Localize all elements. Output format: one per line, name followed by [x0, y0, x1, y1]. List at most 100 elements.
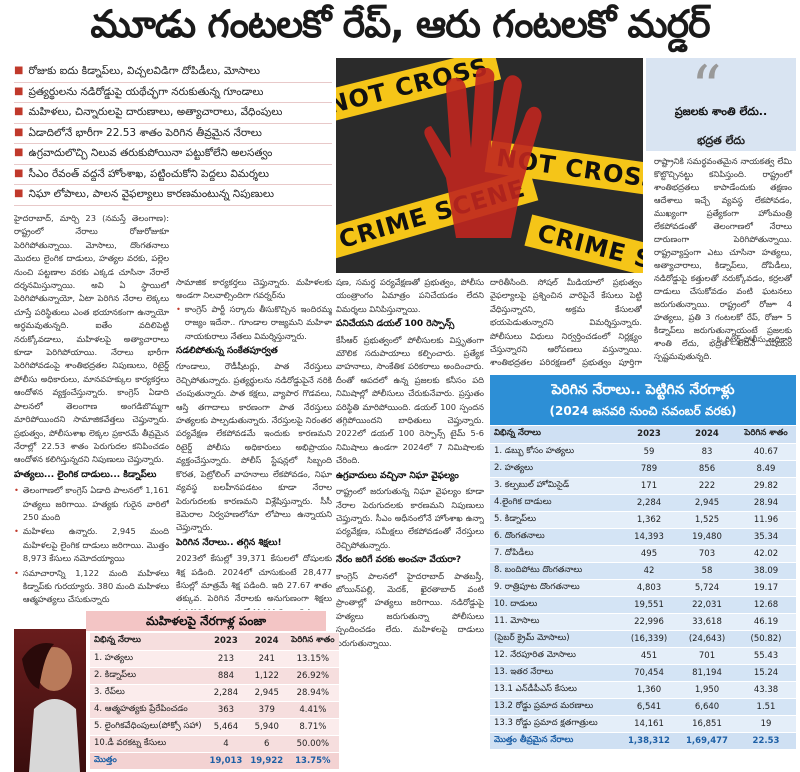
key-point-text: సీఎం రేవంత్ వద్దనే హోంశాఖ, పట్టించుకోని …: [28, 167, 270, 180]
table-cell: 11. మోసాలు: [490, 613, 620, 631]
crime-table-banner: పెరిగిన నేరాలు.. పెట్టిగిన నేరగాళ్లు (20…: [490, 375, 796, 425]
table-cell: 33,618: [678, 613, 736, 631]
table-row: 3. రేప్‌లు 2,284 2,945 28.94%: [90, 684, 339, 702]
table-cell: 1. హత్యలు: [90, 650, 206, 668]
table-cell: 2024: [678, 426, 736, 444]
bullet-icon: ■: [14, 126, 24, 138]
table-cell: 8. బందిపోటు దొంగతనాలు: [490, 562, 620, 580]
table-row: 8. బందిపోటు దొంగతనాలు 42 58 38.09: [490, 562, 796, 580]
table-cell: 19,013: [205, 752, 247, 770]
list-item-text: ప్రభుత్వ గణాంకాల ప్రకారమే మూడు గంటలకో రే…: [23, 608, 169, 610]
table-cell: 2023: [620, 426, 678, 444]
crime-table-subtitle: (2024 జనవరి నుంచి నవంబర్ వరకు): [549, 404, 737, 418]
table-cell: 42: [620, 562, 678, 580]
table-cell: 2. కిడ్నాప్‌లు: [90, 667, 206, 685]
table-cell: 8.71%: [287, 718, 339, 736]
table-row: 4.లైంగిక దాడులు 2,284 2,945 28.94: [490, 494, 796, 512]
article-column-4: దారితీసింది. సోషల్ మీడియాలో ప్రభుత్వం వై…: [490, 276, 642, 371]
table-cell: 42.02: [736, 545, 796, 563]
bloody-hand-icon: [424, 68, 542, 238]
table-cell: 81,194: [678, 664, 736, 682]
table-row: 3. కల్పబుల్ హోమిసైడ్ 171 222 29.82: [490, 477, 796, 495]
table-row: 10.డీ వరకట్న కేసులు 4 6 50.00%: [90, 735, 339, 753]
women-table-title: మహిళలపై నేరగాళ్ల పంజా: [86, 611, 326, 631]
article-subhead: పనిచేయని డయల్ 100 రెస్పాన్స్: [336, 319, 455, 330]
table-cell: 451: [620, 647, 678, 665]
table-cell: 6,640: [678, 698, 736, 716]
table-cell: 10. దాడులు: [490, 596, 620, 614]
table-cell: 22,996: [620, 613, 678, 631]
crime-table-title: పెరిగిన నేరాలు.. పెట్టిగిన నేరగాళ్లు: [551, 382, 735, 398]
list-item-text: సమాచారాన్ని 1,122 మంది మహిళలు కిడ్నాప్‌క…: [22, 567, 169, 605]
table-cell: 14,161: [620, 715, 678, 733]
table-cell: విభిన్న నేరాలు: [490, 426, 620, 444]
article-paragraph: గూండాలు, రౌడీషీటర్లు, పాత నేరస్తులు రెచ్…: [176, 361, 332, 533]
table-cell: 3. కల్పబుల్ హోమిసైడ్: [490, 477, 620, 495]
list-item: • ప్రభుత్వ గణాంకాల ప్రకారమే మూడు గంటలకో ర…: [14, 608, 169, 610]
article-column-3: షణ, సమర్థ పర్యవేక్షణతో ప్రభుత్వం, పోలీసు…: [336, 276, 484, 772]
expert-quote-box: “ ప్రజలకు శాంతి లేదు.. భద్రత లేదు రాష్ట్…: [646, 58, 796, 361]
table-cell: 856: [678, 460, 736, 478]
table-cell: 83: [678, 443, 736, 461]
table-cell: 701: [678, 647, 736, 665]
table-cell: 40.67: [736, 443, 796, 461]
table-row: 13.2 రోడ్డు ప్రమాద మరణాలు 6,541 6,640 1.51: [490, 698, 796, 716]
article-subhead: నేరం జరిగే వరకు అంచనా వేయరా?: [336, 555, 462, 566]
table-cell: 379: [246, 701, 288, 719]
bullet-icon: •: [14, 485, 19, 496]
table-cell: మొత్తం: [90, 752, 206, 770]
table-cell: 4.41%: [287, 701, 339, 719]
table-cell: 5,724: [678, 579, 736, 597]
article-column-2: సామాజిక కార్యకర్తలు చెప్తున్నారు. మహిళలక…: [176, 276, 332, 610]
table-cell: 2,945: [678, 494, 736, 512]
bullet-icon: •: [14, 567, 19, 578]
table-cell: 4: [205, 735, 247, 753]
table-cell: 4. ఆత్మహత్యకు ప్రేరేపించడం: [90, 701, 206, 719]
key-point-text: ప్రత్యర్థులను నడిరోడ్డుపై యథేచ్ఛగా నరుకు…: [28, 85, 264, 98]
table-cell: 884: [205, 667, 247, 685]
list-item: • తెలంగాణలో కాంగ్రెస్ ఏడాది పాలనలో 1,161 …: [14, 484, 169, 524]
table-row: 13.3 రోడ్డు ప్రమాద క్షతగాత్రులు 14,161 16,…: [490, 715, 796, 733]
quote-subtitle: భద్రత లేదు: [646, 133, 796, 151]
key-point: ■ సీఎం రేవంత్ వద్దనే హోంశాఖ, పట్టించుకోని…: [14, 165, 332, 185]
quote-body: రాష్ట్రానికి సమర్థవంతమైన నాయకత్వ లేమి కొ…: [654, 156, 792, 361]
table-cell: 26.92%: [287, 667, 339, 685]
table-cell: 1,525: [678, 511, 736, 529]
table-cell: 1.51: [736, 698, 796, 716]
table-cell: 2,284: [205, 684, 247, 702]
table-cell: 70,454: [620, 664, 678, 682]
table-cell: 19,480: [678, 528, 736, 546]
table-cell: 3. రేప్‌లు: [90, 684, 206, 702]
table-row: 5. కిడ్నాప్‌లు 1,362 1,525 11.96: [490, 511, 796, 529]
headline: మూడు గంటలకో రేప్, ఆరు గంటలకో మర్డర్: [90, 2, 710, 46]
table-cell: 13.1 ఎన్‌డీపీఎస్ కేసులు: [490, 681, 620, 699]
table-cell: 171: [620, 477, 678, 495]
woman-silhouette-icon: [22, 643, 80, 772]
table-cell: 59: [620, 443, 678, 461]
table-cell: 363: [205, 701, 247, 719]
table-cell: 495: [620, 545, 678, 563]
key-point-text: నిఘా లోపాలు, పాలన వైఫల్యాలు కారణమంటున్న …: [28, 188, 274, 200]
key-point-text: మహిళలు, చిన్నారులపై దారుణాలు, అత్యాచారాల…: [28, 106, 283, 118]
table-cell: 55.43: [736, 647, 796, 665]
table-cell: 4,803: [620, 579, 678, 597]
table-row: 7. దోపిడీలు 495 703 42.02: [490, 545, 796, 563]
table-cell: 2024: [246, 633, 288, 651]
table-cell: 16,851: [678, 715, 736, 733]
table-cell: 28.94: [736, 494, 796, 512]
table-cell: 1,362: [620, 511, 678, 529]
bullet-icon: ■: [14, 167, 24, 179]
table-cell: 5,464: [205, 718, 247, 736]
table-row: (సైబర్ క్రైమ్ మోసాలు) (16,339) (24,643) (50…: [490, 630, 796, 648]
table-cell: 46.19: [736, 613, 796, 631]
table-cell: 22.53: [736, 732, 796, 750]
table-cell: 6,541: [620, 698, 678, 716]
table-row: 13. ఇతర నేరాలు 70,454 81,194 15.24: [490, 664, 796, 682]
table-cell: 13.15%: [287, 650, 339, 668]
table-row: 12. నేరపూరిత మోసాలు 451 701 55.43: [490, 647, 796, 665]
bullet-icon: •: [14, 608, 19, 610]
table-cell: 213: [205, 650, 247, 668]
article-paragraph: 2023లో కేసుల్లో 39,371 కేసులలో దోషులకు శ…: [176, 553, 332, 610]
article-paragraph: సామాజిక కార్యకర్తలు చెప్తున్నారు. మహిళలక…: [176, 277, 332, 301]
table-row: 13.1 ఎన్‌డీపీఎస్ కేసులు 1,360 1,950 43.38: [490, 681, 796, 699]
